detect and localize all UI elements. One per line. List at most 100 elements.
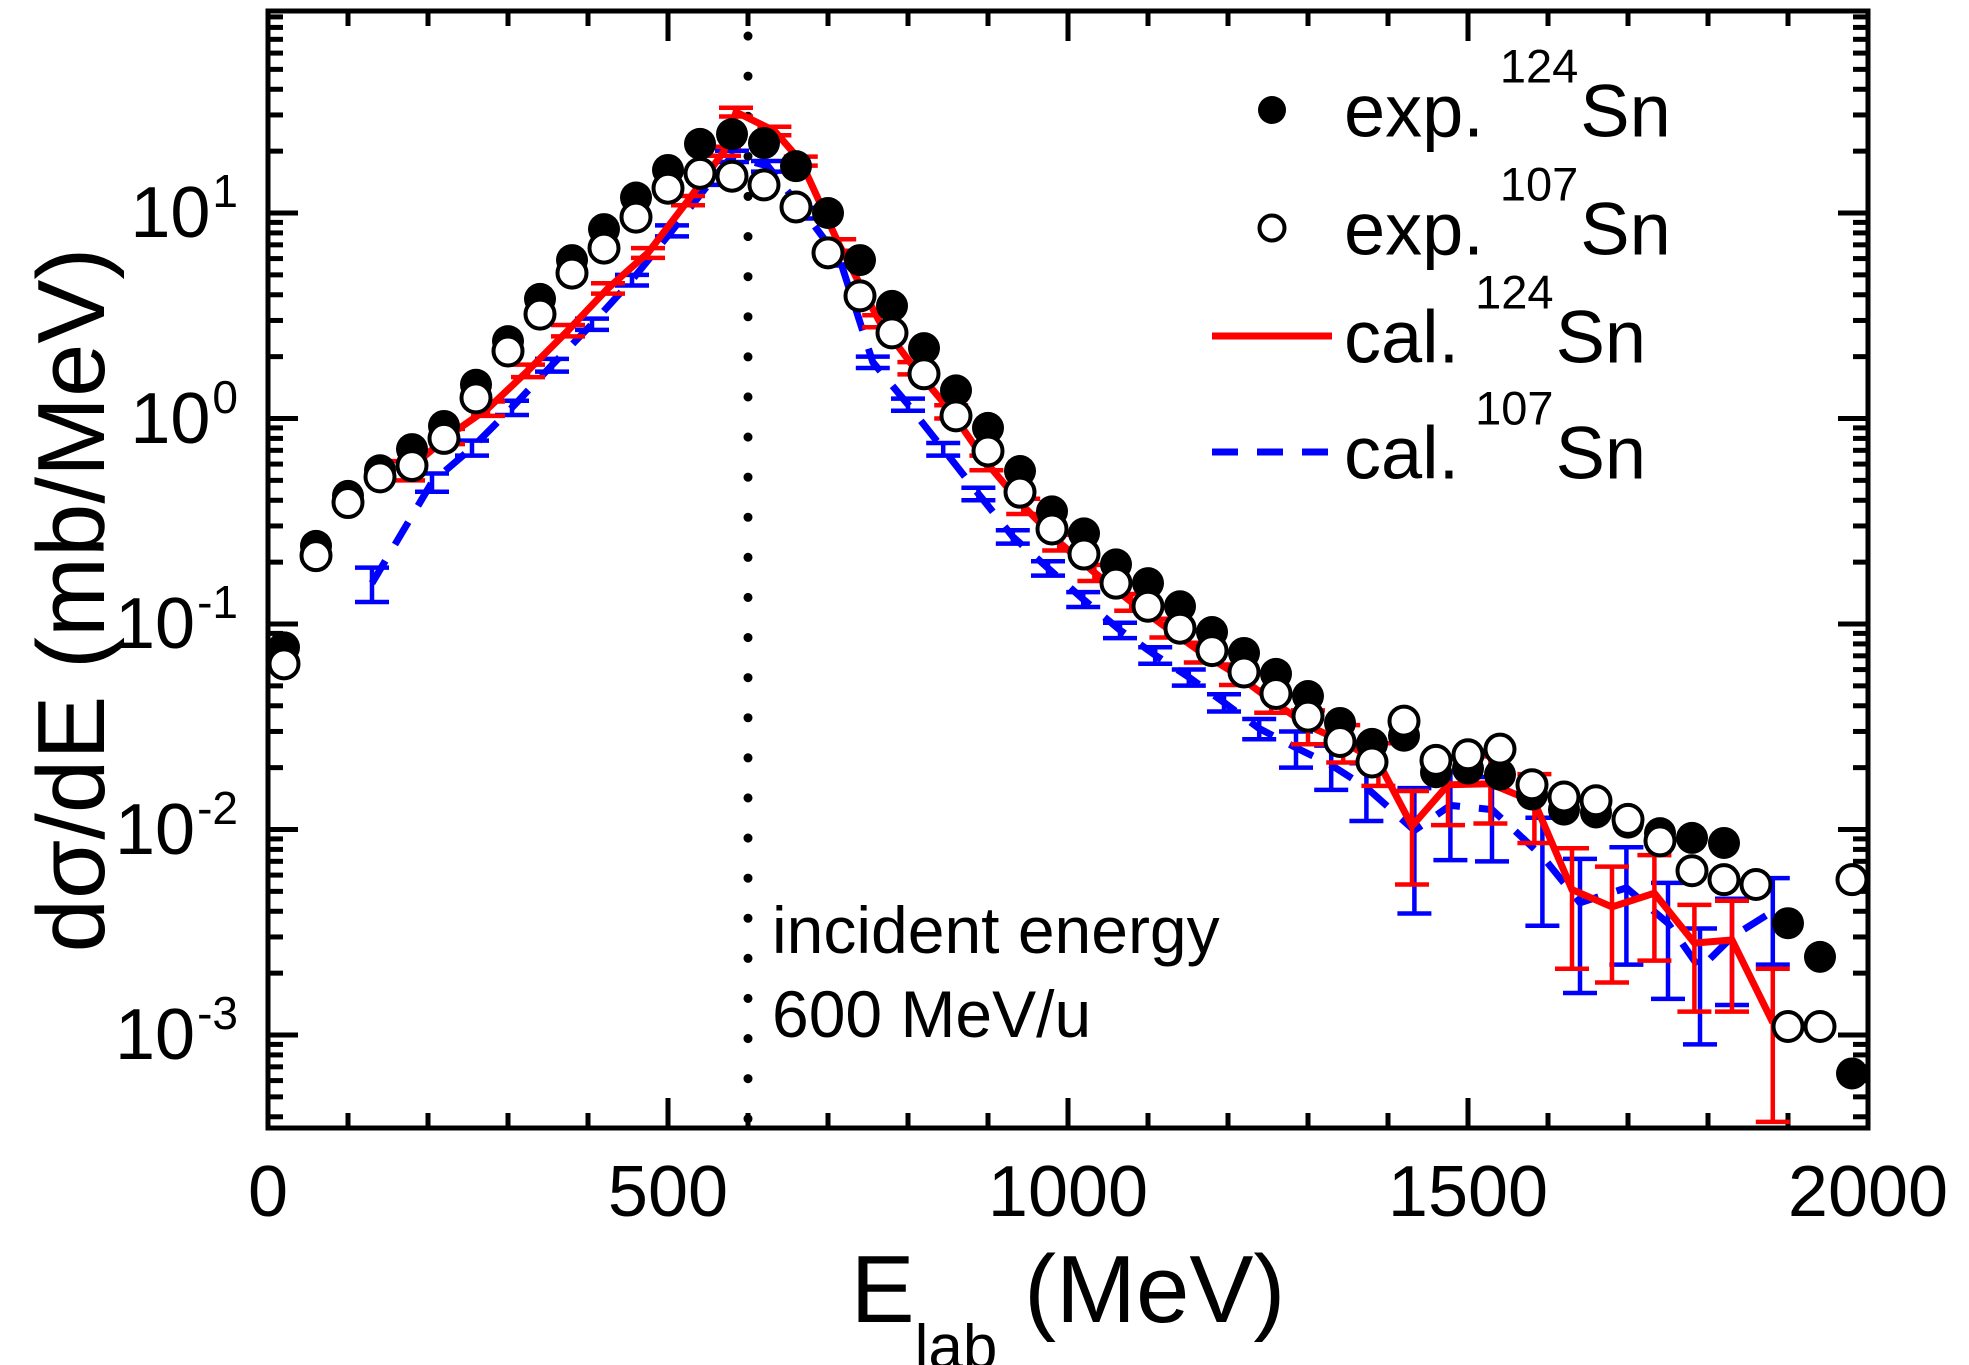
data-point-open-circle: [651, 171, 685, 205]
data-point-open-circle: [1803, 1009, 1837, 1043]
data-point-open-circle: [268, 647, 301, 681]
legend-label-element: Sn: [1555, 295, 1647, 379]
y-axis-tick-label: 10-1: [0, 576, 238, 678]
y-tick-exponent: -3: [197, 987, 238, 1039]
legend-label-mass-number: 124: [1499, 39, 1579, 93]
data-point-open-circle: [1355, 745, 1389, 779]
data-point-filled-circle: [748, 127, 780, 160]
y-tick-base: 10: [130, 173, 211, 253]
data-point-open-circle: [299, 539, 333, 573]
data-point-open-circle: [683, 156, 717, 190]
data-point-open-circle: [1547, 780, 1581, 814]
data-point-open-circle: [1291, 699, 1325, 733]
legend-label-prefix: cal.: [1344, 295, 1460, 379]
x-axis-title: Elab (MeV): [851, 1239, 1286, 1365]
data-point-filled-circle: [876, 289, 908, 322]
data-point-open-circle: [363, 460, 397, 494]
data-point-open-circle: [811, 236, 845, 270]
data-point-open-circle: [1195, 634, 1229, 668]
y-tick-base: 10: [115, 789, 196, 870]
data-point-open-circle: [1227, 655, 1261, 689]
data-point-open-circle: [619, 200, 653, 234]
legend-label-prefix: cal.: [1344, 411, 1460, 495]
data-point-filled-circle: [716, 118, 748, 151]
annotation: incident energy 600 MeV/u: [772, 888, 1220, 1057]
y-axis-tick-label: 10-3: [0, 987, 238, 1089]
data-point-open-circle: [1451, 738, 1485, 772]
data-point-open-circle: [1643, 824, 1677, 858]
x-axis-title-units: (MeV): [997, 1236, 1286, 1343]
data-point-filled-circle: [844, 244, 876, 277]
annotation-line-2: 600 MeV/u: [772, 977, 1092, 1052]
data-point-open-circle: [1771, 1009, 1805, 1043]
x-axis-tick-label: 0: [247, 1152, 289, 1232]
legend-label-element: Sn: [1555, 411, 1647, 495]
legend-label-mass-number: 124: [1475, 265, 1554, 319]
x-axis-title-subscript: lab: [914, 1313, 998, 1365]
data-point-open-circle: [1835, 863, 1868, 897]
data-point-filled-circle: [1772, 907, 1804, 940]
data-point-open-circle: [1003, 475, 1037, 509]
legend-marker-filled-circle: [1258, 96, 1286, 124]
y-tick-base: 10: [115, 584, 196, 664]
data-point-filled-circle: [1132, 567, 1164, 600]
data-point-open-circle: [459, 381, 493, 415]
data-point-open-circle: [971, 434, 1005, 468]
data-point-open-circle: [1323, 725, 1357, 759]
data-point-filled-circle: [684, 127, 716, 160]
legend-item-cal-107Sn: cal. 107Sn: [1344, 382, 1647, 496]
data-point-open-circle: [1579, 784, 1613, 818]
legend-label-mass-number: 107: [1499, 157, 1579, 211]
data-point-open-circle: [1163, 611, 1197, 645]
data-point-filled-circle: [1804, 940, 1836, 973]
data-point-open-circle: [1739, 867, 1773, 901]
legend-marker-open-circle: [1257, 213, 1287, 243]
annotation-line-1: incident energy: [772, 893, 1220, 967]
y-tick-exponent: -1: [197, 576, 238, 628]
data-point-open-circle: [907, 357, 941, 391]
data-point-open-circle: [555, 256, 589, 290]
data-point-open-circle: [939, 399, 973, 433]
data-point-open-circle: [747, 168, 781, 202]
data-point-open-circle: [1099, 566, 1133, 600]
data-point-open-circle: [395, 449, 429, 483]
data-point-open-circle: [587, 231, 621, 265]
y-axis-tick-label: 100: [0, 371, 238, 473]
data-point-open-circle: [1131, 589, 1165, 623]
data-point-open-circle: [1259, 676, 1293, 710]
data-point-filled-circle: [780, 150, 812, 183]
legend-item-exp-107Sn: exp. 107Sn: [1344, 158, 1671, 272]
y-axis-tick-label: 10-2: [0, 782, 238, 884]
x-axis-title-symbol: E: [850, 1236, 915, 1343]
data-point-filled-circle: [972, 411, 1004, 444]
data-point-open-circle: [1067, 537, 1101, 571]
data-point-filled-circle: [1708, 826, 1740, 859]
data-point-filled-circle: [1836, 1057, 1868, 1090]
data-point-open-circle: [1675, 854, 1709, 888]
x-axis-tick-label: 500: [607, 1152, 729, 1232]
y-axis-title: dσ/dE (mb/MeV): [18, 247, 125, 953]
legend-symbols: [1212, 96, 1332, 456]
data-point-open-circle: [875, 316, 909, 350]
data-point-open-circle: [1483, 732, 1517, 766]
legend-label-prefix: exp.: [1344, 69, 1484, 153]
x-axis-tick-label: 2000: [1787, 1152, 1949, 1232]
y-tick-exponent: 1: [212, 165, 238, 217]
data-point-open-circle: [1035, 512, 1069, 546]
data-point-open-circle: [1611, 802, 1645, 836]
data-point-open-circle: [331, 486, 365, 520]
data-point-open-circle: [715, 159, 749, 193]
data-point-open-circle: [1387, 704, 1421, 738]
axis-frame: [265, 8, 1871, 1131]
data-point-open-circle: [1515, 768, 1549, 802]
y-tick-base: 10: [130, 378, 211, 459]
data-point-filled-circle: [812, 197, 844, 229]
data-point-open-circle: [1707, 863, 1741, 897]
x-axis-tick-label: 1000: [987, 1152, 1149, 1232]
data-point-open-circle: [523, 297, 557, 331]
data-point-open-circle: [843, 279, 877, 313]
data-point-filled-circle: [1676, 821, 1708, 854]
legend-label-element: Sn: [1580, 69, 1671, 153]
